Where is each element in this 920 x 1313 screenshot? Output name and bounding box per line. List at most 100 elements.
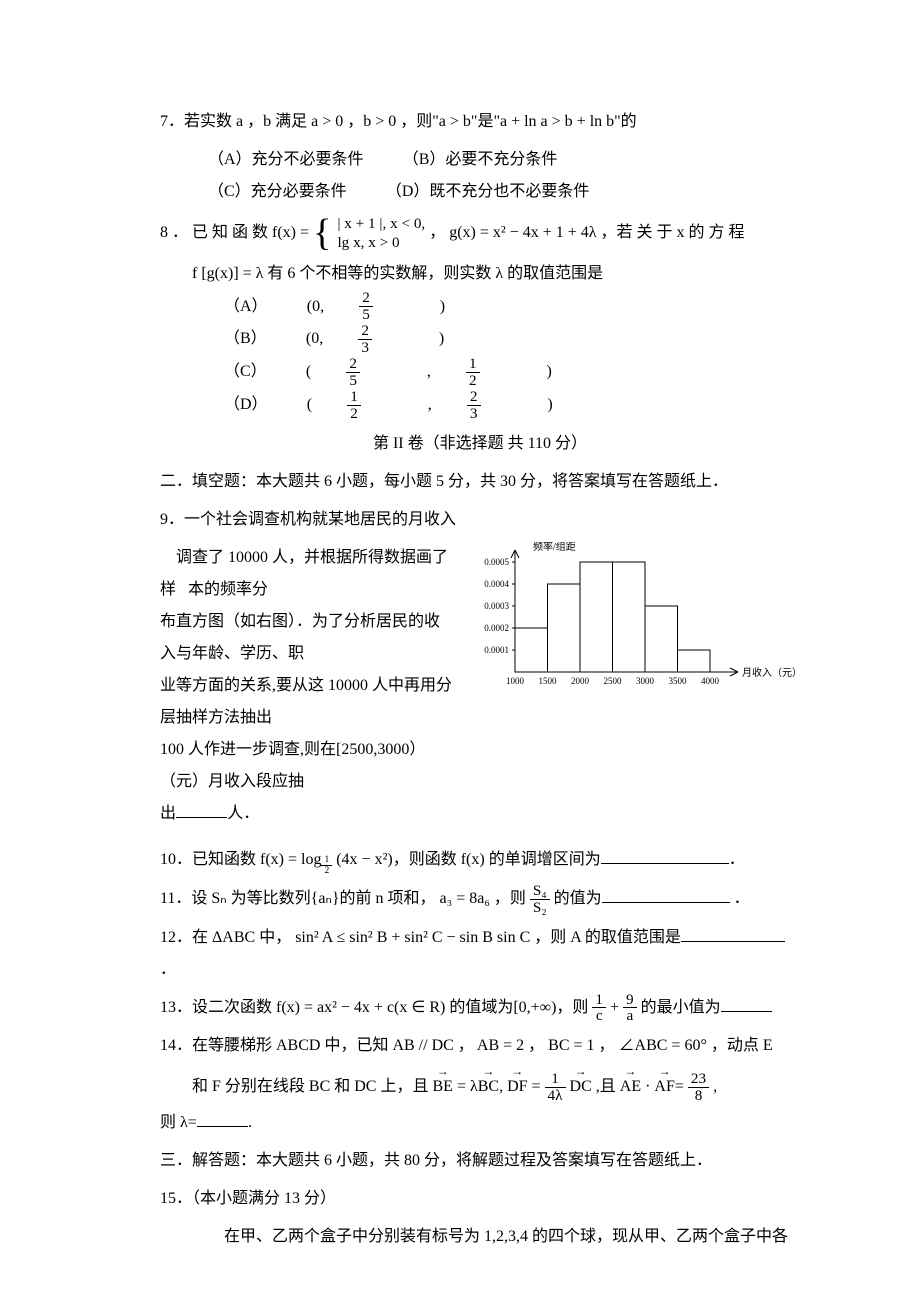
q9-text: 调查了 10000 人，并根据所得数据画了样 本的频率分 布直方图（如右图）．为…	[160, 542, 452, 830]
q8-d-open: (	[307, 389, 312, 421]
q14-f1n: 1	[545, 1071, 566, 1088]
q7-opts-row1: （A）充分不必要条件 （B）必要不充分条件	[160, 144, 800, 176]
q8-d-ld: 2	[347, 406, 361, 422]
q8-d-m: ,	[428, 389, 432, 421]
q8-b-num: 2	[358, 323, 372, 340]
q12: 12．在 ΔABC 中， sin² A ≤ sin² B + sin² C − …	[160, 922, 800, 986]
q10: 10．已知函数 f(x) = log12 (4x − x²)，则函数 f(x) …	[160, 844, 800, 877]
q8-stem: 8 ． 已 知 函 数 f(x) = { | x + 1 |, x < 0, l…	[160, 214, 800, 252]
q14-f2n: 23	[688, 1071, 709, 1088]
q8-d-lbl: （D）	[224, 389, 268, 421]
q8-c-ld: 5	[346, 373, 360, 389]
q8-b-lbl: （B）	[224, 323, 267, 355]
q11-num: S₄	[530, 883, 550, 900]
q8-opt-a: （A） (0, 25)	[224, 290, 480, 323]
q14-l3a: 则 λ=	[160, 1114, 197, 1131]
q8-a-num: 2	[359, 290, 373, 307]
q9-blank	[176, 817, 227, 818]
q8-a-den: 5	[359, 307, 373, 323]
q8-piecewise: | x + 1 |, x < 0, lg x, x > 0	[337, 214, 425, 252]
q14-c1: ,	[499, 1078, 507, 1095]
q8-d-ln: 1	[347, 389, 361, 406]
section3-desc: 三．解答题：本大题共 6 小题，共 80 分，将解题过程及答案填写在答题纸上．	[160, 1145, 800, 1177]
q8-opt-b: （B） (0, 23)	[224, 323, 479, 356]
svg-text:0.0003: 0.0003	[484, 601, 509, 611]
section2-title: 第 II 卷（非选择题 共 110 分）	[160, 428, 800, 460]
q11-blank	[602, 902, 730, 903]
q7-opt-b: （B）必要不充分条件	[403, 144, 558, 176]
q13-t1d: c	[592, 1008, 606, 1024]
q7-opt-d: （D）既不充分也不必要条件	[386, 176, 590, 208]
q7-opt-c: （C）充分必要条件	[208, 176, 347, 208]
q11: 11．设 Sₙ 为等比数列{aₙ}的前 n 项和， a₃ = 8a₆ ，则 S₄…	[160, 883, 800, 916]
q13-t2d: a	[623, 1008, 637, 1024]
q9-l1: 9．一个社会调查机构就某地居民的月收入	[160, 504, 800, 536]
q14-eq1: = λ	[453, 1078, 478, 1095]
q7-opt-a: （A）充分不必要条件	[208, 144, 364, 176]
q8-a-lbl: （A）	[224, 291, 268, 323]
q8-c-close: )	[547, 356, 552, 388]
q8-lead: 8 ． 已 知 函 数 f(x) =	[160, 224, 313, 241]
q13-pre: 13．设二次函数 f(x) = ax² − 4x + c(x ∈ R) 的值域为…	[160, 999, 592, 1016]
q13-plus: +	[606, 999, 623, 1016]
q11-den: S₂	[530, 900, 550, 916]
q10-arg: (4x − x²)	[336, 851, 392, 868]
q8-a-open: (0,	[307, 291, 324, 323]
vec-af: AF	[654, 1068, 674, 1106]
q14-c2: ,且	[592, 1078, 620, 1095]
q8-pw2: lg x, x > 0	[337, 233, 425, 252]
q14-l2: 和 F 分别在线段 BC 和 DC 上，且 BE = λBC, DF = 14λ…	[160, 1068, 800, 1106]
q9-l4: 业等方面的关系,要从这 10000 人中再用分层抽样方法抽出	[160, 670, 452, 734]
svg-text:0.0001: 0.0001	[484, 645, 509, 655]
q8-c-open: (	[306, 356, 311, 388]
svg-text:月收入（元）: 月收入（元）	[742, 666, 800, 679]
svg-text:1500: 1500	[539, 676, 558, 686]
q8-b-open: (0,	[306, 323, 323, 355]
q14-blank	[197, 1126, 248, 1127]
vec-ae: AE	[620, 1068, 641, 1106]
q8-b-den: 3	[358, 340, 372, 356]
q15-body: 在甲、乙两个盒子中分别装有标号为 1,2,3,4 的四个球，现从甲、乙两个盒子中…	[160, 1221, 800, 1253]
q9-l6: 出人．	[160, 798, 452, 830]
q10-end: ．	[729, 851, 745, 868]
q11-end: ．	[730, 890, 750, 907]
q9-l5: 100 人作进一步调查,则在[2500,3000）（元）月收入段应抽	[160, 734, 452, 798]
q15-head: 15．（本小题满分 13 分）	[160, 1183, 800, 1215]
q14-f2d: 8	[688, 1088, 709, 1104]
q9-l6a: 出	[160, 805, 176, 822]
q14-l3: 则 λ=.	[160, 1107, 800, 1139]
q13-t1n: 1	[592, 992, 606, 1009]
histogram: 0.00010.00020.00030.00040.00051000150020…	[460, 542, 800, 719]
q9-l3: 布直方图（如右图）．为了分析居民的收入与年龄、学历、职	[160, 606, 452, 670]
q8-c-lbl: （C）	[224, 356, 267, 388]
q14-eq3: =	[675, 1078, 688, 1095]
histogram-svg: 0.00010.00020.00030.00040.00051000150020…	[460, 542, 800, 707]
q8-c-ln: 2	[346, 356, 360, 373]
svg-text:0.0002: 0.0002	[484, 623, 509, 633]
q10-post: ，则函数 f(x) 的单调增区间为	[393, 851, 601, 868]
q14-l2a: 和 F 分别在线段 BC 和 DC 上，且	[192, 1078, 432, 1095]
q8-opts: （A） (0, 25) （B） (0, 23) （C） (25, 12) （D）…	[160, 290, 800, 422]
vec-df: DF	[507, 1068, 527, 1106]
brace-icon: {	[313, 214, 331, 252]
q10-base-num: 1	[321, 855, 332, 866]
q13-post: 的最小值为	[641, 999, 721, 1016]
q9-l2b: 本的频率分	[188, 581, 268, 598]
q8-a-close: )	[440, 291, 445, 323]
q8-mid: ， g(x) = x² − 4x + 1 + 4λ ，若 关 于 x 的 方 程	[429, 224, 744, 241]
q7-opts-row2: （C）充分必要条件 （D）既不充分也不必要条件	[160, 176, 800, 208]
svg-text:2500: 2500	[604, 676, 623, 686]
svg-text:4000: 4000	[701, 676, 720, 686]
q13-t2n: 9	[623, 992, 637, 1009]
q9-row: 调查了 10000 人，并根据所得数据画了样 本的频率分 布直方图（如右图）．为…	[160, 542, 800, 830]
q8-opt-c: （C） (25, 12)	[224, 356, 587, 389]
svg-text:0.0005: 0.0005	[484, 557, 509, 567]
q8-line2: f [g(x)] = λ 有 6 个不相等的实数解，则实数 λ 的取值范围是	[160, 258, 800, 290]
q8-d-close: )	[547, 389, 552, 421]
q11-post: 的值为	[554, 890, 602, 907]
q10-pre: 10．已知函数 f(x) = log	[160, 851, 321, 868]
q8-pw1: | x + 1 |, x < 0,	[337, 214, 425, 233]
q14-c3: ,	[709, 1078, 717, 1095]
q9-l2: 调查了 10000 人，并根据所得数据画了样 本的频率分	[160, 542, 452, 606]
svg-text:3000: 3000	[636, 676, 655, 686]
